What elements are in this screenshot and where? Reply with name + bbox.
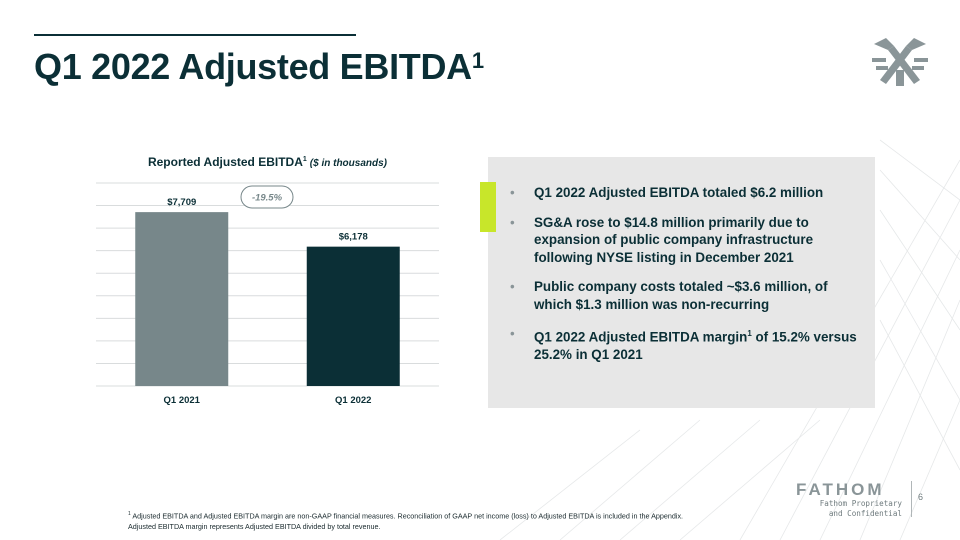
category-label: Q1 2021 [164, 395, 201, 406]
bullet-item: Public company costs totaled ~$3.6 milli… [510, 278, 860, 313]
data-label: $6,178 [339, 232, 368, 243]
category-label: Q1 2022 [335, 395, 371, 406]
bullet-item: Q1 2022 Adjusted EBITDA totaled $6.2 mil… [510, 184, 860, 202]
change-badge [240, 185, 294, 209]
accent-bar [480, 182, 496, 232]
fathom-hammers-logo-icon [872, 38, 928, 86]
bullet-item: SG&A rose to $14.8 million primarily due… [510, 214, 860, 267]
change-label: -19.5% [252, 193, 283, 204]
bar [135, 212, 229, 386]
data-label: $7,709 [167, 197, 196, 208]
page-number: 6 [918, 492, 924, 502]
footnote: 1 Adjusted EBITDA and Adjusted EBITDA ma… [128, 511, 684, 532]
footer-divider [911, 481, 912, 517]
title-rule [34, 34, 356, 36]
bullet-item: Q1 2022 Adjusted EBITDA margin1 of 15.2%… [510, 325, 860, 363]
bar [306, 246, 400, 386]
ebitda-bar-chart: $7,709 Q1 2021 $6,178 Q1 2022 -19.5% [96, 182, 439, 406]
highlights-list: Q1 2022 Adjusted EBITDA totaled $6.2 mil… [510, 184, 860, 375]
page-title: Q1 2022 Adjusted EBITDA1 [34, 46, 484, 87]
chart-title: Reported Adjusted EBITDA1 ($ in thousands… [147, 155, 388, 169]
confidentiality-label: Fathom Proprietary and Confidential [819, 499, 902, 518]
brand-wordmark: FATHOM [796, 480, 885, 499]
